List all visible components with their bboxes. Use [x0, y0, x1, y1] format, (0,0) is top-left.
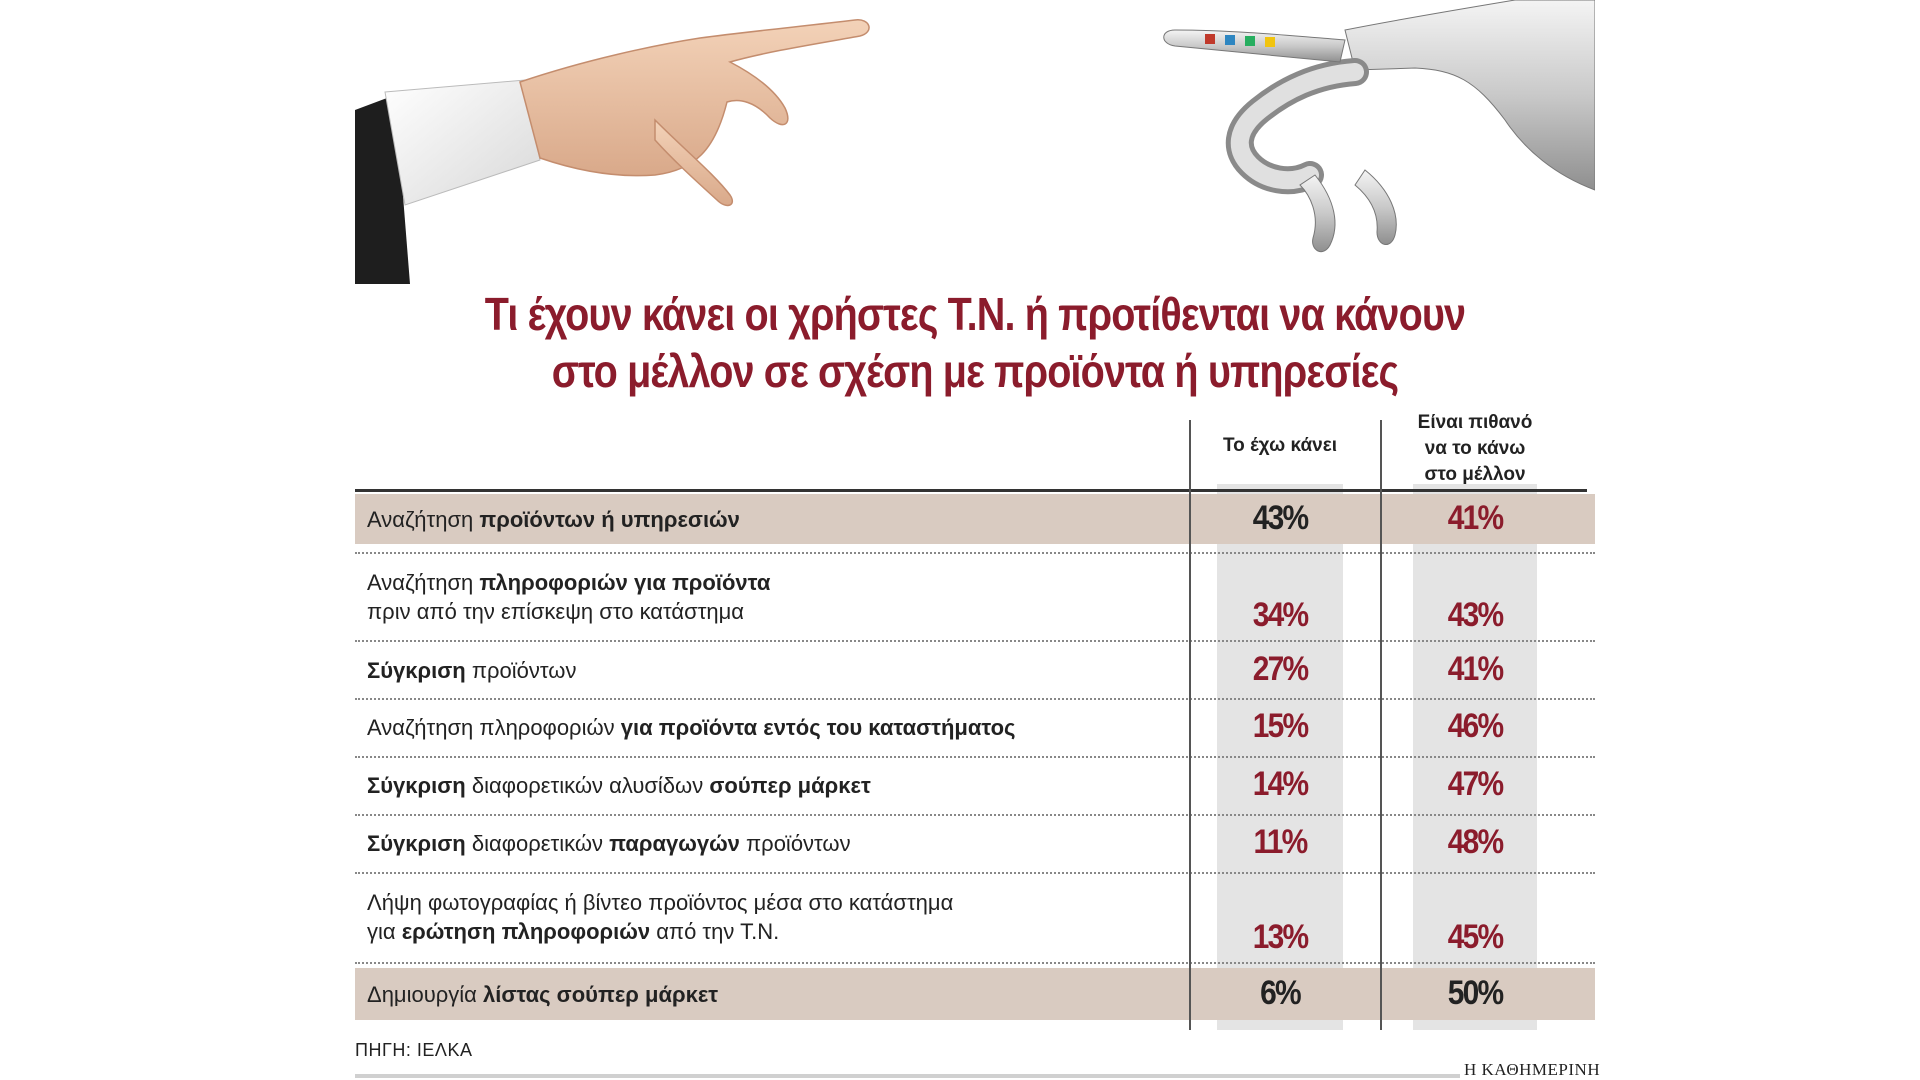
- row-label-bold: προϊόντων ή υπηρεσιών: [479, 506, 740, 532]
- row-label-line: Σύγκριση προϊόντων: [367, 656, 576, 685]
- row-separator: [355, 756, 1595, 758]
- row-label-text: πριν από την επίσκεψη στο κατάστημα: [367, 599, 745, 624]
- value-done: 27%: [1252, 650, 1309, 688]
- row-label-bold: Σύγκριση: [367, 772, 466, 798]
- row-separator: [355, 962, 1595, 964]
- row-label: Αναζήτηση πληροφοριών για προϊόντα πριν α…: [367, 568, 770, 626]
- value-future: 41%: [1447, 499, 1504, 537]
- value-future: 43%: [1447, 596, 1504, 634]
- row-label-bold: πληροφοριών για προϊόντα: [479, 570, 771, 595]
- row-highlight: [355, 494, 1595, 544]
- row-label-text: προϊόντων: [465, 657, 577, 683]
- row-separator: [355, 640, 1595, 642]
- data-table: Το έχω κάνει Είναι πιθανό να το κάνω στο…: [355, 0, 1595, 1080]
- value-done: 6%: [1260, 974, 1301, 1012]
- row-label-text: από την Τ.Ν.: [650, 919, 780, 944]
- table-row: Αναζήτηση πληροφοριών για προϊόντα πριν α…: [355, 554, 1595, 640]
- row-label-text: Λήψη φωτογραφίας ή βίντεο προϊόντος μέσα…: [367, 890, 954, 915]
- row-label-line: Λήψη φωτογραφίας ή βίντεο προϊόντος μέσα…: [367, 888, 953, 917]
- row-label-line: Αναζήτηση προϊόντων ή υπηρεσιών: [367, 505, 740, 534]
- row-label-text: Αναζήτηση: [367, 570, 480, 595]
- table-row: Σύγκριση διαφορετικών αλυσίδων σούπερ μά…: [355, 756, 1595, 814]
- row-label-line: για ερώτηση πληροφοριών από την Τ.Ν.: [367, 917, 953, 946]
- human-hand-icon: [355, 19, 870, 284]
- row-label: Λήψη φωτογραφίας ή βίντεο προϊόντος μέσα…: [367, 888, 953, 946]
- title-line-1: Τι έχουν κάνει οι χρήστες Τ.Ν. ή προτίθε…: [484, 288, 1466, 340]
- column-header-future-line-1: Είναι πιθανό: [1417, 412, 1533, 433]
- table-row: Σύγκριση προϊόντων 27% 41%: [355, 642, 1595, 698]
- row-label-line: πριν από την επίσκεψη στο κατάστημα: [367, 597, 770, 626]
- value-future: 41%: [1447, 650, 1504, 688]
- source-note: ΠΗΓΗ: ΙΕΛΚΑ: [355, 1040, 473, 1060]
- row-label-line: Σύγκριση διαφορετικών αλυσίδων σούπερ μά…: [367, 771, 871, 800]
- row-highlight: [355, 968, 1595, 1020]
- column-divider-right: [1380, 420, 1382, 1030]
- row-label-bold: παραγωγών: [609, 830, 740, 856]
- value-done: 11%: [1253, 823, 1309, 861]
- column-header-future-line-3: στο μέλλον: [1424, 464, 1526, 485]
- value-done: 14%: [1252, 765, 1309, 803]
- column-divider-left: [1189, 420, 1191, 1030]
- title-line-2: στο μέλλον σε σχέση με προϊόντα ή υπηρεσ…: [551, 345, 1399, 397]
- robot-hand-icon: [1163, 0, 1595, 253]
- row-label: Αναζήτηση πληροφοριών για προϊόντα εντός…: [367, 713, 1015, 742]
- row-separator: [355, 872, 1595, 874]
- chart-title: Τι έχουν κάνει οι χρήστες Τ.Ν. ή προτίθε…: [442, 286, 1508, 400]
- row-label-line: Δημιουργία λίστας σούπερ μάρκετ: [367, 980, 718, 1009]
- row-label: Σύγκριση διαφορετικών αλυσίδων σούπερ μά…: [367, 771, 871, 800]
- row-label-bold: για προϊόντα εντός του καταστήματος: [620, 714, 1016, 740]
- column-header-future-line-2: να το κάνω: [1424, 438, 1526, 459]
- value-future: 46%: [1447, 707, 1504, 745]
- row-label-bold: λίστας σούπερ μάρκετ: [483, 981, 719, 1007]
- row-label: Σύγκριση προϊόντων: [367, 656, 576, 685]
- value-future: 50%: [1447, 974, 1504, 1012]
- row-separator: [355, 552, 1595, 554]
- row-label-bold: σούπερ μάρκετ: [709, 772, 871, 798]
- row-separator: [355, 698, 1595, 700]
- row-label-line: Σύγκριση διαφορετικών παραγωγών προϊόντω…: [367, 829, 851, 858]
- header-rule: [355, 489, 1587, 492]
- row-label: Δημιουργία λίστας σούπερ μάρκετ: [367, 980, 718, 1009]
- hero-hands-illustration: [355, 0, 1595, 284]
- value-done: 13%: [1252, 918, 1309, 956]
- value-future: 48%: [1447, 823, 1504, 861]
- row-label: Σύγκριση διαφορετικών παραγωγών προϊόντω…: [367, 829, 851, 858]
- row-label: Αναζήτηση προϊόντων ή υπηρεσιών: [367, 505, 740, 534]
- column-header-future: Είναι πιθανό να το κάνω στο μέλλον: [1395, 410, 1555, 488]
- value-done: 43%: [1252, 499, 1309, 537]
- value-future: 45%: [1447, 918, 1504, 956]
- publisher-brand: Η ΚΑΘΗΜΕΡΙΝΗ: [1460, 1060, 1605, 1080]
- table-row: Αναζήτηση πληροφοριών για προϊόντα εντός…: [355, 698, 1595, 756]
- table-row: Αναζήτηση προϊόντων ή υπηρεσιών 43% 41%: [355, 494, 1595, 544]
- table-row: Σύγκριση διαφορετικών παραγωγών προϊόντω…: [355, 814, 1595, 872]
- row-label-text: διαφορετικών: [465, 830, 610, 856]
- row-label-bold: Σύγκριση: [367, 657, 466, 683]
- table-row: Λήψη φωτογραφίας ή βίντεο προϊόντος μέσα…: [355, 872, 1595, 962]
- row-label-text: προϊόντων: [739, 830, 851, 856]
- row-label-line: Αναζήτηση πληροφοριών για προϊόντα εντός…: [367, 713, 1015, 742]
- bottom-rule: [355, 1074, 1595, 1078]
- row-label-text: Αναζήτηση: [367, 506, 480, 532]
- row-label-text: διαφορετικών αλυσίδων: [465, 772, 710, 798]
- value-done: 34%: [1252, 596, 1309, 634]
- table-row: Δημιουργία λίστας σούπερ μάρκετ 6% 50%: [355, 968, 1595, 1020]
- value-done: 15%: [1252, 707, 1309, 745]
- row-label-bold: ερώτηση πληροφοριών: [401, 919, 651, 944]
- row-label-line: Αναζήτηση πληροφοριών για προϊόντα: [367, 568, 770, 597]
- value-future: 47%: [1447, 765, 1504, 803]
- row-label-text: Αναζήτηση πληροφοριών: [367, 714, 621, 740]
- row-separator: [355, 814, 1595, 816]
- column-header-done: Το έχω κάνει: [1222, 435, 1338, 456]
- row-label-bold: Σύγκριση: [367, 830, 466, 856]
- row-label-text: για: [367, 919, 402, 944]
- row-label-text: Δημιουργία: [367, 981, 483, 1007]
